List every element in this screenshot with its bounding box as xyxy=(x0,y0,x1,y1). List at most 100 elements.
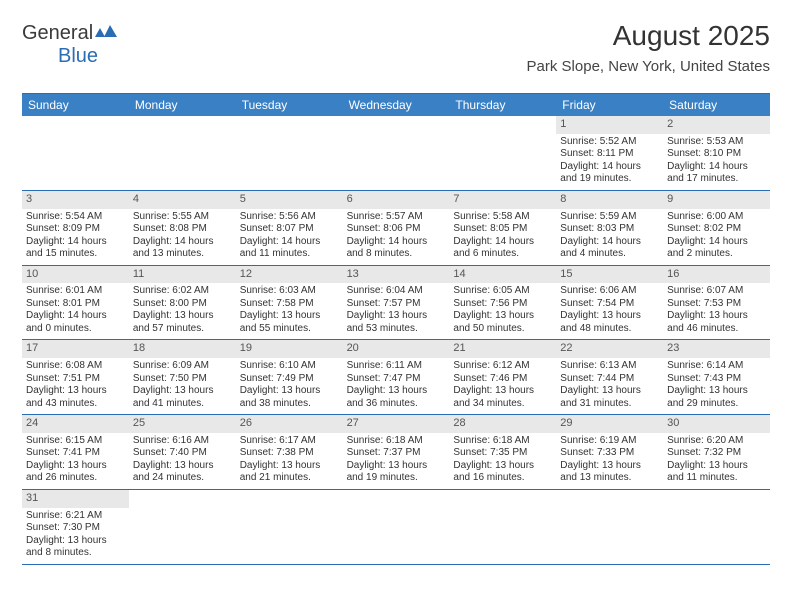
sunset-line: Sunset: 7:40 PM xyxy=(133,447,232,460)
sunset-line: Sunset: 7:57 PM xyxy=(347,298,446,311)
daylight-line-2: and 0 minutes. xyxy=(26,323,125,336)
calendar-cell xyxy=(236,116,343,190)
daylight-line: Daylight: 13 hours xyxy=(240,385,339,398)
day-number: 28 xyxy=(449,415,556,433)
daylight-line: Daylight: 13 hours xyxy=(667,460,766,473)
calendar-week: 17Sunrise: 6:08 AMSunset: 7:51 PMDayligh… xyxy=(22,340,770,415)
daylight-line-2: and 16 minutes. xyxy=(453,472,552,485)
calendar-week: 24Sunrise: 6:15 AMSunset: 7:41 PMDayligh… xyxy=(22,415,770,490)
daylight-line: Daylight: 14 hours xyxy=(26,236,125,249)
daylight-line-2: and 6 minutes. xyxy=(453,248,552,261)
sunset-line: Sunset: 7:50 PM xyxy=(133,373,232,386)
sunrise-line: Sunrise: 5:59 AM xyxy=(560,211,659,224)
sunrise-line: Sunrise: 6:18 AM xyxy=(347,435,446,448)
sunset-line: Sunset: 7:54 PM xyxy=(560,298,659,311)
cell-body: Sunrise: 6:17 AMSunset: 7:38 PMDaylight:… xyxy=(236,433,343,489)
day-number: 25 xyxy=(129,415,236,433)
cell-body: Sunrise: 6:05 AMSunset: 7:56 PMDaylight:… xyxy=(449,283,556,339)
daylight-line-2: and 38 minutes. xyxy=(240,398,339,411)
day-number: 24 xyxy=(22,415,129,433)
calendar-cell: 5Sunrise: 5:56 AMSunset: 8:07 PMDaylight… xyxy=(236,191,343,265)
cell-body: Sunrise: 6:14 AMSunset: 7:43 PMDaylight:… xyxy=(663,358,770,414)
cell-body: Sunrise: 6:10 AMSunset: 7:49 PMDaylight:… xyxy=(236,358,343,414)
daylight-line: Daylight: 14 hours xyxy=(347,236,446,249)
cell-body: Sunrise: 5:57 AMSunset: 8:06 PMDaylight:… xyxy=(343,209,450,265)
daylight-line: Daylight: 13 hours xyxy=(560,310,659,323)
daylight-line: Daylight: 13 hours xyxy=(133,385,232,398)
cell-body: Sunrise: 5:55 AMSunset: 8:08 PMDaylight:… xyxy=(129,209,236,265)
day-header: Thursday xyxy=(449,94,556,116)
daylight-line-2: and 34 minutes. xyxy=(453,398,552,411)
cell-body: Sunrise: 6:13 AMSunset: 7:44 PMDaylight:… xyxy=(556,358,663,414)
daylight-line: Daylight: 13 hours xyxy=(133,310,232,323)
cell-body: Sunrise: 6:06 AMSunset: 7:54 PMDaylight:… xyxy=(556,283,663,339)
sunset-line: Sunset: 7:58 PM xyxy=(240,298,339,311)
cell-body: Sunrise: 5:52 AMSunset: 8:11 PMDaylight:… xyxy=(556,134,663,190)
day-number: 22 xyxy=(556,340,663,358)
calendar-cell: 16Sunrise: 6:07 AMSunset: 7:53 PMDayligh… xyxy=(663,266,770,340)
day-header: Sunday xyxy=(22,94,129,116)
day-number: 11 xyxy=(129,266,236,284)
sunset-line: Sunset: 8:06 PM xyxy=(347,223,446,236)
sunset-line: Sunset: 8:00 PM xyxy=(133,298,232,311)
cell-body: Sunrise: 6:19 AMSunset: 7:33 PMDaylight:… xyxy=(556,433,663,489)
daylight-line-2: and 53 minutes. xyxy=(347,323,446,336)
daylight-line: Daylight: 13 hours xyxy=(240,310,339,323)
daylight-line: Daylight: 13 hours xyxy=(667,385,766,398)
daylight-line-2: and 29 minutes. xyxy=(667,398,766,411)
calendar: Sunday Monday Tuesday Wednesday Thursday… xyxy=(22,93,770,565)
daylight-line: Daylight: 14 hours xyxy=(560,236,659,249)
sunset-line: Sunset: 8:11 PM xyxy=(560,148,659,161)
day-number: 10 xyxy=(22,266,129,284)
sunrise-line: Sunrise: 6:08 AM xyxy=(26,360,125,373)
daylight-line-2: and 24 minutes. xyxy=(133,472,232,485)
daylight-line: Daylight: 14 hours xyxy=(240,236,339,249)
sunrise-line: Sunrise: 6:01 AM xyxy=(26,285,125,298)
sunrise-line: Sunrise: 5:53 AM xyxy=(667,136,766,149)
day-number: 20 xyxy=(343,340,450,358)
sunrise-line: Sunrise: 6:17 AM xyxy=(240,435,339,448)
sunrise-line: Sunrise: 5:58 AM xyxy=(453,211,552,224)
day-number: 31 xyxy=(22,490,129,508)
day-number: 12 xyxy=(236,266,343,284)
calendar-cell: 9Sunrise: 6:00 AMSunset: 8:02 PMDaylight… xyxy=(663,191,770,265)
calendar-cell: 15Sunrise: 6:06 AMSunset: 7:54 PMDayligh… xyxy=(556,266,663,340)
daylight-line: Daylight: 13 hours xyxy=(560,460,659,473)
calendar-cell: 26Sunrise: 6:17 AMSunset: 7:38 PMDayligh… xyxy=(236,415,343,489)
day-number: 17 xyxy=(22,340,129,358)
sunset-line: Sunset: 7:47 PM xyxy=(347,373,446,386)
calendar-cell: 31Sunrise: 6:21 AMSunset: 7:30 PMDayligh… xyxy=(22,490,129,564)
sunset-line: Sunset: 8:02 PM xyxy=(667,223,766,236)
sunrise-line: Sunrise: 5:56 AM xyxy=(240,211,339,224)
cell-body: Sunrise: 6:02 AMSunset: 8:00 PMDaylight:… xyxy=(129,283,236,339)
daylight-line-2: and 13 minutes. xyxy=(560,472,659,485)
calendar-cell xyxy=(129,116,236,190)
daylight-line: Daylight: 14 hours xyxy=(453,236,552,249)
sunset-line: Sunset: 7:35 PM xyxy=(453,447,552,460)
day-number: 6 xyxy=(343,191,450,209)
day-number: 9 xyxy=(663,191,770,209)
daylight-line-2: and 8 minutes. xyxy=(26,547,125,560)
day-number: 26 xyxy=(236,415,343,433)
day-header: Friday xyxy=(556,94,663,116)
cell-body: Sunrise: 5:54 AMSunset: 8:09 PMDaylight:… xyxy=(22,209,129,265)
daylight-line: Daylight: 13 hours xyxy=(347,460,446,473)
calendar-cell: 8Sunrise: 5:59 AMSunset: 8:03 PMDaylight… xyxy=(556,191,663,265)
calendar-cell xyxy=(236,490,343,564)
cell-body: Sunrise: 6:07 AMSunset: 7:53 PMDaylight:… xyxy=(663,283,770,339)
sunset-line: Sunset: 7:38 PM xyxy=(240,447,339,460)
day-number: 8 xyxy=(556,191,663,209)
cell-body: Sunrise: 6:20 AMSunset: 7:32 PMDaylight:… xyxy=(663,433,770,489)
day-number: 3 xyxy=(22,191,129,209)
calendar-week: 1Sunrise: 5:52 AMSunset: 8:11 PMDaylight… xyxy=(22,116,770,191)
calendar-cell: 24Sunrise: 6:15 AMSunset: 7:41 PMDayligh… xyxy=(22,415,129,489)
sunset-line: Sunset: 7:56 PM xyxy=(453,298,552,311)
calendar-cell: 7Sunrise: 5:58 AMSunset: 8:05 PMDaylight… xyxy=(449,191,556,265)
daylight-line: Daylight: 14 hours xyxy=(26,310,125,323)
sunrise-line: Sunrise: 6:09 AM xyxy=(133,360,232,373)
sunrise-line: Sunrise: 6:20 AM xyxy=(667,435,766,448)
daylight-line: Daylight: 13 hours xyxy=(133,460,232,473)
calendar-cell: 27Sunrise: 6:18 AMSunset: 7:37 PMDayligh… xyxy=(343,415,450,489)
daylight-line-2: and 13 minutes. xyxy=(133,248,232,261)
calendar-cell: 10Sunrise: 6:01 AMSunset: 8:01 PMDayligh… xyxy=(22,266,129,340)
